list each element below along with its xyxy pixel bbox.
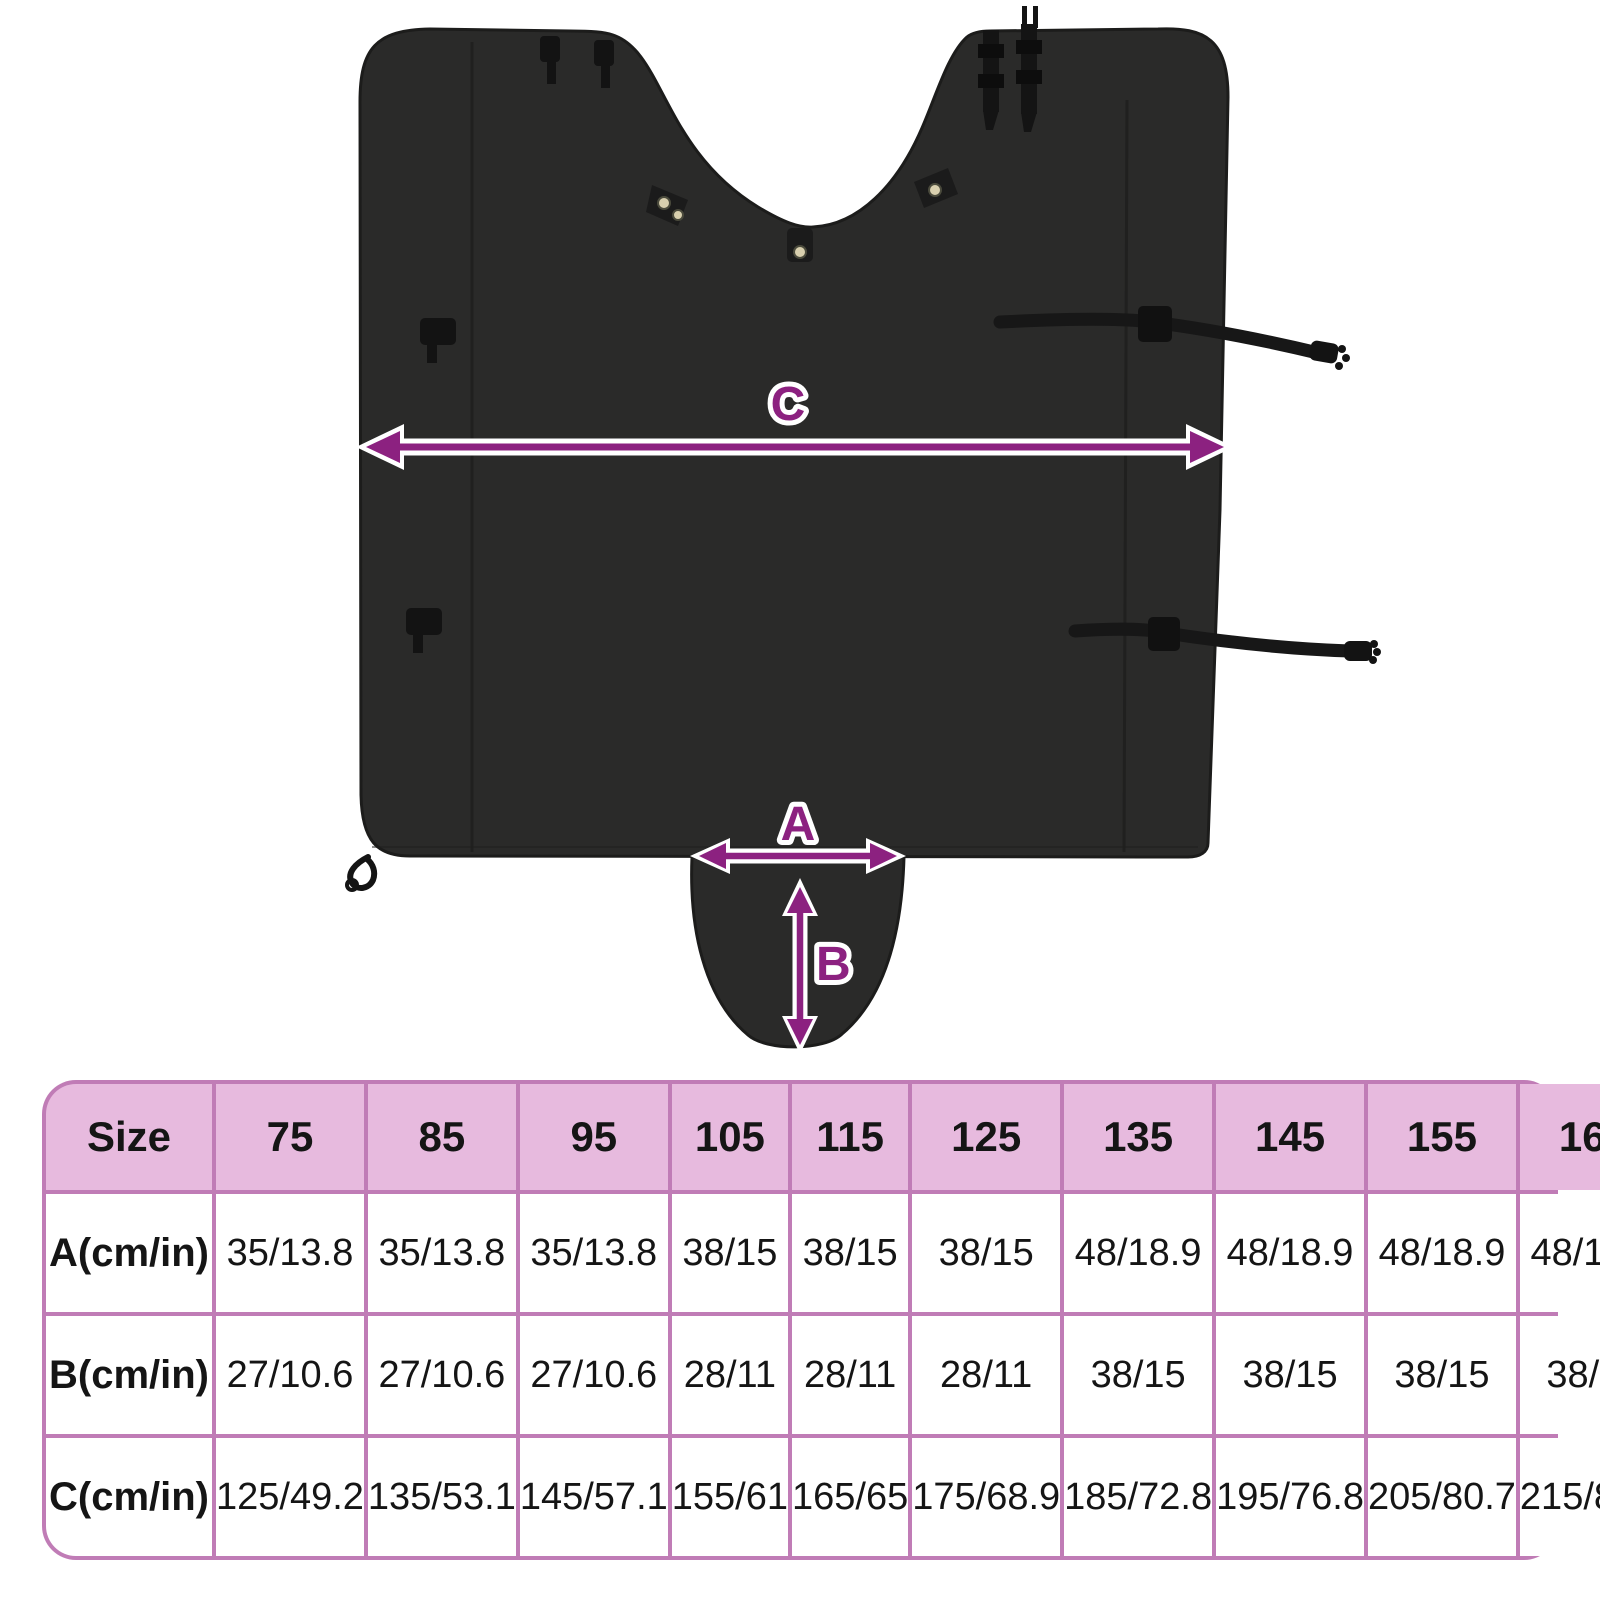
value-cell: 48/18.9 — [1519, 1194, 1600, 1312]
small-buckle-icon — [540, 36, 614, 88]
value-cell: 125/49.2 — [216, 1438, 364, 1556]
value-cell: 38/15 — [1519, 1316, 1600, 1434]
row-label-a: A(cm/in) — [46, 1194, 212, 1312]
value-cell: 155/61 — [671, 1438, 788, 1556]
value-cell: 48/18.9 — [1216, 1194, 1364, 1312]
snap-button-icon — [646, 168, 958, 262]
product-diagram: C A B — [345, 6, 1381, 1054]
value-cell: 27/10.6 — [367, 1316, 516, 1434]
value-cell: 145/57.1 — [519, 1438, 668, 1556]
header-cell: 105 — [671, 1084, 788, 1190]
value-cell: 185/72.8 — [1064, 1438, 1213, 1556]
row-label-b: B(cm/in) — [46, 1316, 212, 1434]
header-cell: 85 — [367, 1084, 516, 1190]
header-cell: 95 — [519, 1084, 668, 1190]
value-cell: 48/18.9 — [1064, 1194, 1213, 1312]
value-cell: 195/76.8 — [1216, 1438, 1364, 1556]
value-cell: 38/15 — [671, 1194, 788, 1312]
header-cell-size: Size — [46, 1084, 212, 1190]
value-cell: 215/84.6 — [1519, 1438, 1600, 1556]
header-cell: 145 — [1216, 1084, 1364, 1190]
value-cell: 165/65 — [792, 1438, 909, 1556]
value-cell: 28/11 — [792, 1316, 909, 1434]
dimension-arrow-c: C — [356, 373, 1234, 470]
header-cell: 135 — [1064, 1084, 1213, 1190]
side-buckle-icon — [406, 318, 456, 653]
value-cell: 38/15 — [792, 1194, 909, 1312]
shoulder-strap-icon — [978, 6, 1042, 132]
zipper-pull-icon — [345, 854, 378, 892]
side-strap-icon — [1068, 617, 1381, 664]
header-cell: 165 — [1519, 1084, 1600, 1190]
header-cell: 125 — [912, 1084, 1061, 1190]
value-cell: 35/13.8 — [367, 1194, 516, 1312]
dimension-label-a: A — [781, 798, 816, 851]
value-cell: 35/13.8 — [216, 1194, 364, 1312]
value-cell: 175/68.9 — [912, 1438, 1061, 1556]
value-cell: 27/10.6 — [519, 1316, 668, 1434]
value-cell: 28/11 — [671, 1316, 788, 1434]
value-cell: 48/18.9 — [1368, 1194, 1516, 1312]
value-cell: 38/15 — [1064, 1316, 1213, 1434]
header-cell: 155 — [1368, 1084, 1516, 1190]
header-cell: 115 — [792, 1084, 909, 1190]
value-cell: 35/13.8 — [519, 1194, 668, 1312]
side-strap-icon — [993, 306, 1350, 370]
size-table: Size 75 85 95 105 115 125 135 145 155 16… — [42, 1080, 1600, 1560]
dimension-arrow-b: B — [782, 878, 856, 1054]
value-cell: 38/15 — [1216, 1316, 1364, 1434]
value-cell: 38/15 — [912, 1194, 1061, 1312]
value-cell: 205/80.7 — [1368, 1438, 1516, 1556]
value-cell: 135/53.1 — [367, 1438, 516, 1556]
value-cell: 27/10.6 — [216, 1316, 364, 1434]
value-cell: 38/15 — [1368, 1316, 1516, 1434]
dimension-label-c: C — [771, 378, 806, 431]
row-label-c: C(cm/in) — [46, 1438, 212, 1556]
header-cell: 75 — [216, 1084, 364, 1190]
dimension-arrow-a: A — [690, 793, 906, 874]
value-cell: 28/11 — [912, 1316, 1061, 1434]
dimension-label-b: B — [816, 938, 851, 991]
